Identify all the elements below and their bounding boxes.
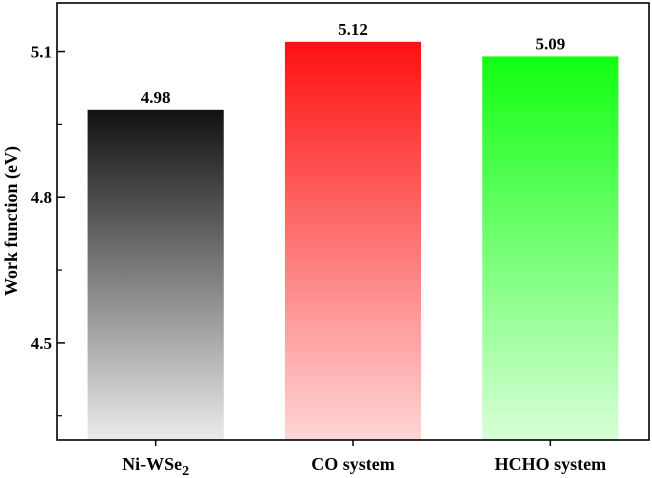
data-label-3: 5.09: [535, 34, 565, 53]
bar-2: [284, 41, 422, 440]
bar-3: [482, 56, 619, 441]
y-tick-label-3: 5.1: [31, 43, 52, 62]
category-label-2: CO system: [311, 454, 395, 474]
category-label-1: Ni-WSe2: [122, 454, 189, 478]
data-label-2: 5.12: [338, 20, 368, 39]
y-axis-title: Work function (eV): [1, 146, 22, 296]
bar-1: [87, 109, 224, 441]
y-tick-label-2: 4.8: [31, 188, 52, 207]
category-label-3: HCHO system: [495, 454, 607, 474]
y-tick-label-1: 4.5: [31, 334, 52, 353]
data-label-1: 4.98: [141, 88, 171, 107]
